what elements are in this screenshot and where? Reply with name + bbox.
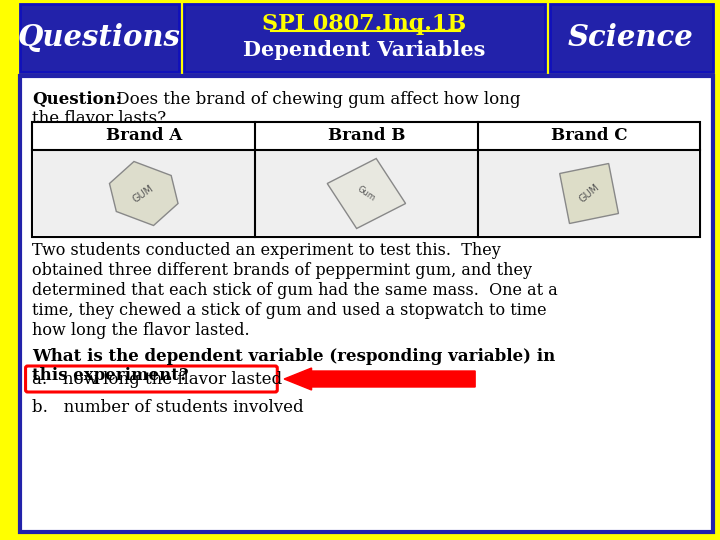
Text: the flavor lasts?: the flavor lasts?	[32, 110, 166, 127]
Text: obtained three different brands of peppermint gum, and they: obtained three different brands of peppe…	[32, 262, 532, 279]
Text: Brand A: Brand A	[106, 127, 182, 145]
Text: Two students conducted an experiment to test this.  They: Two students conducted an experiment to …	[32, 242, 501, 259]
Text: GUM: GUM	[132, 183, 156, 204]
FancyBboxPatch shape	[19, 4, 179, 72]
Text: a.   how long the flavor lasted: a. how long the flavor lasted	[32, 370, 282, 388]
FancyBboxPatch shape	[26, 366, 277, 392]
FancyBboxPatch shape	[479, 151, 699, 236]
FancyBboxPatch shape	[549, 4, 713, 72]
Text: GUM: GUM	[577, 182, 601, 205]
Text: determined that each stick of gum had the same mass.  One at a: determined that each stick of gum had th…	[32, 282, 558, 299]
FancyArrow shape	[284, 368, 475, 390]
Text: Brand B: Brand B	[328, 127, 405, 145]
Text: how long the flavor lasted.: how long the flavor lasted.	[32, 322, 250, 339]
FancyBboxPatch shape	[19, 76, 713, 532]
Text: time, they chewed a stick of gum and used a stopwatch to time: time, they chewed a stick of gum and use…	[32, 302, 547, 319]
Text: Question:: Question:	[32, 91, 122, 108]
Text: Brand C: Brand C	[551, 127, 627, 145]
FancyBboxPatch shape	[33, 151, 254, 236]
Text: What is the dependent variable (responding variable) in: What is the dependent variable (respondi…	[32, 348, 556, 365]
Text: Gum: Gum	[356, 184, 377, 203]
Text: this experiment?: this experiment?	[32, 367, 189, 384]
Polygon shape	[327, 159, 405, 228]
FancyBboxPatch shape	[184, 4, 544, 72]
Polygon shape	[109, 161, 178, 226]
Polygon shape	[559, 164, 618, 224]
Text: Questions: Questions	[17, 24, 181, 52]
Text: b.   number of students involved: b. number of students involved	[32, 399, 304, 415]
Text: Does the brand of chewing gum affect how long: Does the brand of chewing gum affect how…	[111, 91, 521, 108]
Text: Science: Science	[568, 24, 694, 52]
FancyBboxPatch shape	[32, 122, 701, 237]
Text: SPI 0807.Inq.1B: SPI 0807.Inq.1B	[262, 13, 467, 35]
Text: Dependent Variables: Dependent Variables	[243, 40, 486, 60]
FancyBboxPatch shape	[256, 151, 477, 236]
